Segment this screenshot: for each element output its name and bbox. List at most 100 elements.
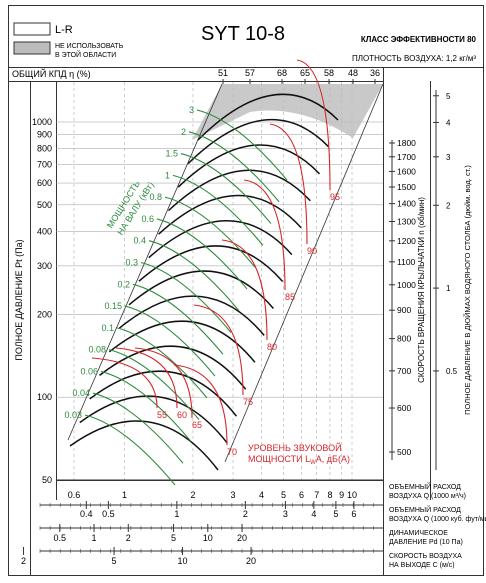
power-curve [172,174,264,246]
noise-label: 60 [177,410,187,420]
right-boundary [224,83,384,463]
noise-label: 75 [243,397,253,407]
eff-tick-label: 65 [300,68,310,78]
power-label: 0.06 [80,366,98,376]
noise-curve [221,239,268,341]
axes-layer: 51 57 68 65 58 48 3650100200300400500600700800… [21,68,458,566]
power-label: 0.08 [88,345,106,355]
speed-tick-label: 700 [397,366,411,376]
cfm-axis-tick-label: 0.4 [80,509,93,519]
y-tick-label: 700 [37,160,52,170]
noise-label: 85 [285,292,295,302]
cfm-axis-tick-label: 4 [311,509,316,519]
power-label: 2 [181,127,186,137]
power-label: 0.3 [125,258,138,268]
cfm-axis-tick-label: 6 [351,509,356,519]
chart-frame [8,5,484,576]
pd-axis-tick-label: 10 [203,533,213,543]
vel-axis-label-1: СКОРОСТЬ ВОЗДУХА [389,553,462,560]
power-curve [188,131,280,203]
noise-curve [173,364,228,446]
y-axis-title: ПОЛНОЕ ДАВЛЕНИЕ Pt (Па) [14,239,24,360]
y-tick-label: 200 [37,309,52,319]
speed-tick-label: 1400 [397,199,416,209]
pd-axis-label-2: ДАВЛЕНИЕ Pd (10 Па) [389,539,463,546]
vel-axis-tick-label: 10 [178,556,188,566]
grid-layer [56,82,383,481]
vel-axis-tick-label: 20 [246,556,256,566]
flow-tick-label: 8 [327,490,332,500]
eff-tick-label: 68 [277,68,287,78]
power-curve [124,305,216,377]
inwg-tick-label: 0.5 [446,367,458,376]
power-curve [100,370,192,442]
efficiency-class: КЛАСС ЭФФЕКТИВНОСТИ 80 [361,35,477,44]
speed-tick-label: 1300 [397,217,416,227]
power-label: 3 [189,105,194,115]
y-tick-label: 100 [37,392,52,402]
cfm-axis-tick-label: 0.5 [102,509,115,519]
speed-tick-label: 1500 [397,182,416,192]
speed-axis-title: СКОРОСТЬ ВРАЩЕНИЯ КРЫЛЬЧАТКИ n (об/мин) [417,197,426,383]
power-label: 1 [165,170,170,180]
legend-na-swatch [13,41,51,55]
air-density: ПЛОТНОСТЬ ВОЗДУХА: 1,2 кг/м³ [352,54,476,63]
power-label: 0.03 [64,410,82,420]
power-label: 0.15 [104,301,122,311]
speed-curve [167,169,311,212]
flow-axis-label-2: ВОЗДУХА Q (1000 м³/ч) [389,493,466,500]
cfm-axis-tick-label: 1 [174,509,179,519]
speed-tick-label: 1800 [397,138,416,148]
noise-curve [193,304,244,396]
noise-curve [134,347,193,419]
legend-lr-swatch [13,22,51,36]
inwg-tick-label: 5 [446,92,451,101]
noise-curve [269,123,308,245]
speed-tick-label: 1100 [397,257,416,267]
power-curve [164,196,256,268]
pd-axis-label-1: ДИНАМИЧЕСКОЕ [389,530,448,537]
legend-lr-label: L-R [55,24,73,36]
y-tick-label: 900 [37,130,52,140]
speed-curve [187,118,330,165]
eff-tick-label: 48 [348,68,358,78]
speed-curve [138,245,284,283]
vel-axis-tick-label: 2 [21,556,26,566]
y-tick-label: 800 [37,144,52,154]
vel-axis-tick-label: 5 [112,556,117,566]
power-curve [92,392,184,464]
pd-axis-tick-label: 20 [237,533,247,543]
power-curve [180,153,272,224]
y-tick-label: 400 [37,226,52,236]
cfm-axis-tick-label: 5 [333,509,338,519]
y-tick-label: 50 [42,475,52,485]
left-boundary [67,83,223,441]
power-curve [116,327,208,399]
legend-na-line2: В ЭТОЙ ОБЛАСТИ [55,50,116,59]
model-title: SYT 10-8 [201,23,285,45]
flow-tick-label: 10 [347,490,357,500]
speed-curve [79,395,228,444]
pd-axis-tick-label: 0.5 [54,533,67,543]
flow-tick-label: 7 [314,490,319,500]
inwg-tick-label: 4 [446,118,451,127]
eff-tick-label: 36 [370,68,380,78]
flow-tick-label: 5 [281,490,286,500]
inwg-tick-label: 2 [446,201,451,210]
noise-curve [296,59,331,191]
speed-tick-label: 500 [397,447,411,457]
eff-tick-label: 57 [245,68,255,78]
flow-tick-label: 2 [190,490,195,500]
legend-na-line1: НЕ ИСПОЛЬЗОВАТЬ [55,43,124,50]
inwg-tick-label: 3 [446,153,451,162]
power-label: 0.2 [117,279,130,289]
speed-tick-label: 800 [397,334,411,344]
y-tick-label: 1000 [32,117,52,127]
noise-caption-1: УРОВЕНЬ ЗВУКОВОЙ [248,442,342,453]
speed-curve [128,270,274,309]
speed-tick-label: 1000 [397,280,416,290]
pd-axis-tick-label: 2 [126,533,131,543]
y-tick-label: 500 [37,200,52,210]
noise-caption-2: МОЩНОСТИ LWA, дБ(А) [248,454,350,466]
